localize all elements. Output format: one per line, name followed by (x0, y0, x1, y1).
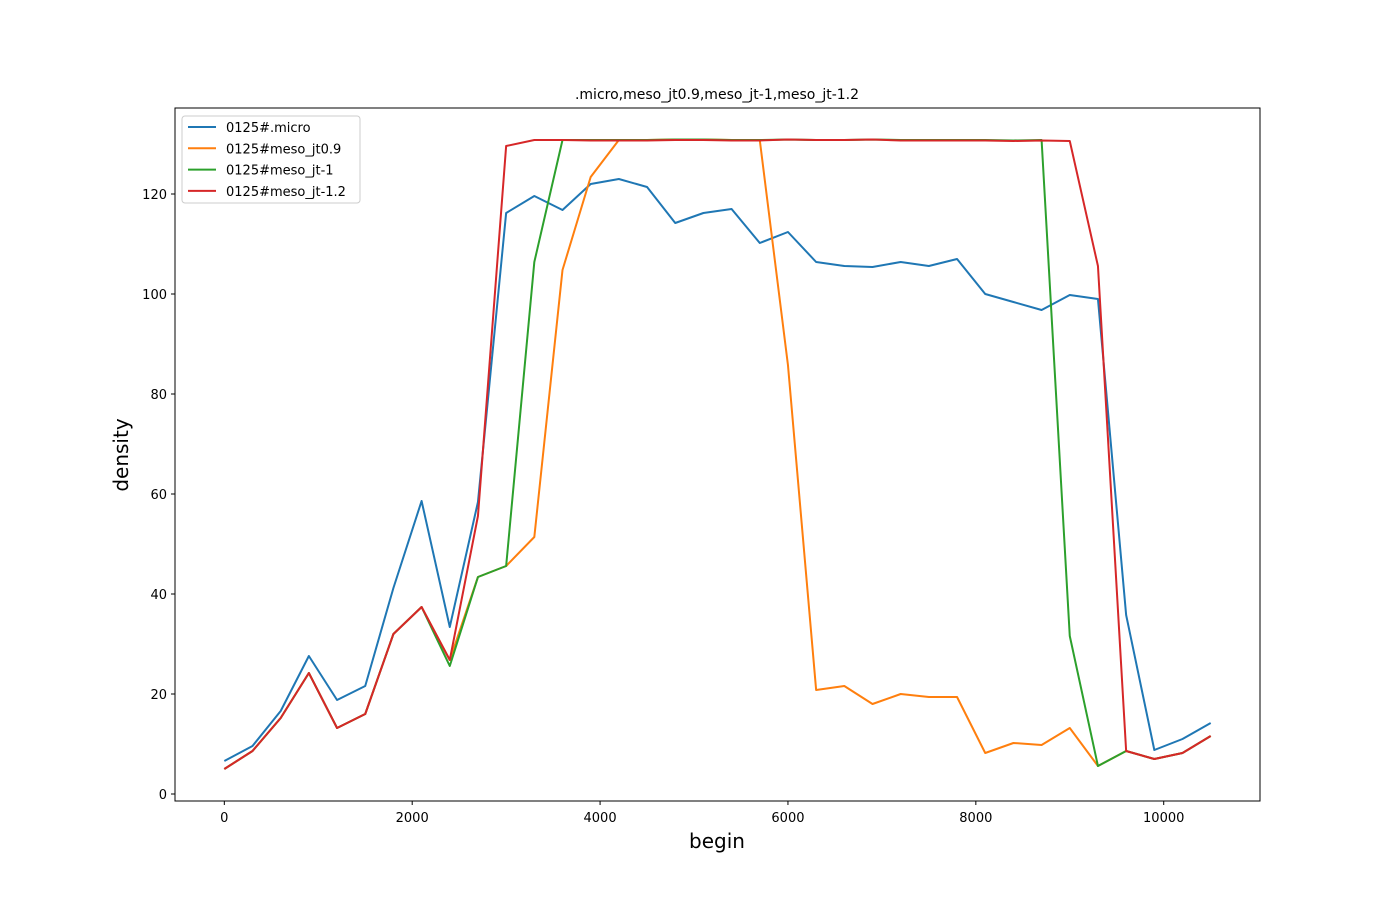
x-axis-label: begin (689, 829, 745, 853)
y-tick-label: 20 (150, 688, 167, 703)
chart-title: .micro,meso_jt0.9,meso_jt-1,meso_jt-1.2 (575, 87, 859, 103)
x-tick-label: 0 (220, 811, 228, 826)
series-line (223, 178, 1212, 762)
x-tick-label: 8000 (959, 811, 992, 826)
y-tick-label: 100 (142, 288, 167, 303)
legend-label: 0125#meso_jt-1 (226, 164, 334, 179)
x-tick-label: 10000 (1143, 811, 1184, 826)
y-tick-label: 0 (159, 788, 167, 803)
x-tick-label: 6000 (771, 811, 804, 826)
legend-label: 0125#meso_jt-1.2 (226, 185, 346, 200)
x-tick-label: 4000 (584, 811, 617, 826)
y-axis-label: density (109, 418, 133, 491)
plot-frame (174, 107, 1261, 802)
legend-label: 0125#.micro (226, 121, 311, 136)
series-line (223, 138, 1212, 770)
legend-label: 0125#meso_jt0.9 (226, 142, 341, 157)
x-tick-label: 2000 (396, 811, 429, 826)
y-tick-label: 60 (150, 488, 167, 503)
legend-box (181, 115, 361, 204)
y-tick-label: 40 (150, 588, 167, 603)
y-tick-label: 120 (142, 188, 167, 203)
y-tick-label: 80 (150, 388, 167, 403)
